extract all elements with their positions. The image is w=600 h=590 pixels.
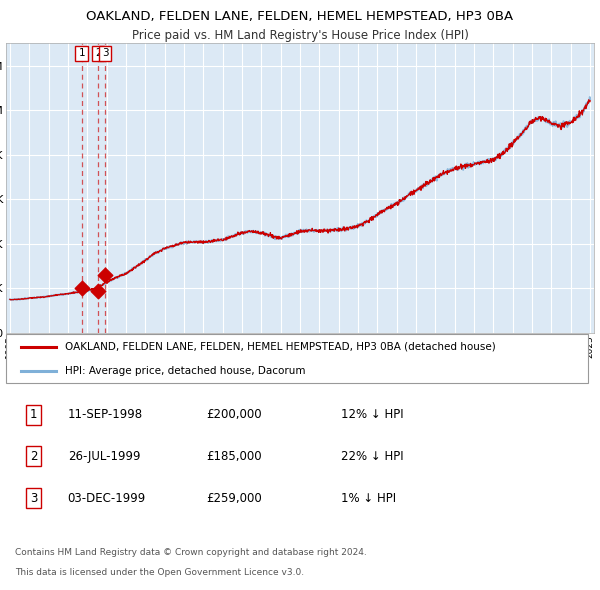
Text: 3: 3 <box>30 492 37 505</box>
Text: This data is licensed under the Open Government Licence v3.0.: This data is licensed under the Open Gov… <box>15 568 304 577</box>
Text: £259,000: £259,000 <box>206 492 262 505</box>
Text: 1: 1 <box>79 48 85 58</box>
Point <box>100 270 110 280</box>
Text: 2: 2 <box>30 450 37 463</box>
Text: 1% ↓ HPI: 1% ↓ HPI <box>341 492 396 505</box>
Text: 3: 3 <box>102 48 109 58</box>
Point <box>77 283 86 293</box>
Text: 11-SEP-1998: 11-SEP-1998 <box>68 408 143 421</box>
Text: OAKLAND, FELDEN LANE, FELDEN, HEMEL HEMPSTEAD, HP3 0BA (detached house): OAKLAND, FELDEN LANE, FELDEN, HEMEL HEMP… <box>65 342 496 352</box>
Text: £200,000: £200,000 <box>206 408 262 421</box>
Point <box>94 287 103 296</box>
Text: Price paid vs. HM Land Registry's House Price Index (HPI): Price paid vs. HM Land Registry's House … <box>131 29 469 42</box>
Text: 1: 1 <box>30 408 37 421</box>
Text: Contains HM Land Registry data © Crown copyright and database right 2024.: Contains HM Land Registry data © Crown c… <box>15 548 367 557</box>
Text: 26-JUL-1999: 26-JUL-1999 <box>68 450 140 463</box>
Text: OAKLAND, FELDEN LANE, FELDEN, HEMEL HEMPSTEAD, HP3 0BA: OAKLAND, FELDEN LANE, FELDEN, HEMEL HEMP… <box>86 9 514 22</box>
Text: 12% ↓ HPI: 12% ↓ HPI <box>341 408 404 421</box>
Text: 03-DEC-1999: 03-DEC-1999 <box>68 492 146 505</box>
Text: HPI: Average price, detached house, Dacorum: HPI: Average price, detached house, Daco… <box>65 366 305 376</box>
Text: £185,000: £185,000 <box>206 450 262 463</box>
FancyBboxPatch shape <box>6 334 588 383</box>
Text: 22% ↓ HPI: 22% ↓ HPI <box>341 450 404 463</box>
Text: 2: 2 <box>95 48 101 58</box>
